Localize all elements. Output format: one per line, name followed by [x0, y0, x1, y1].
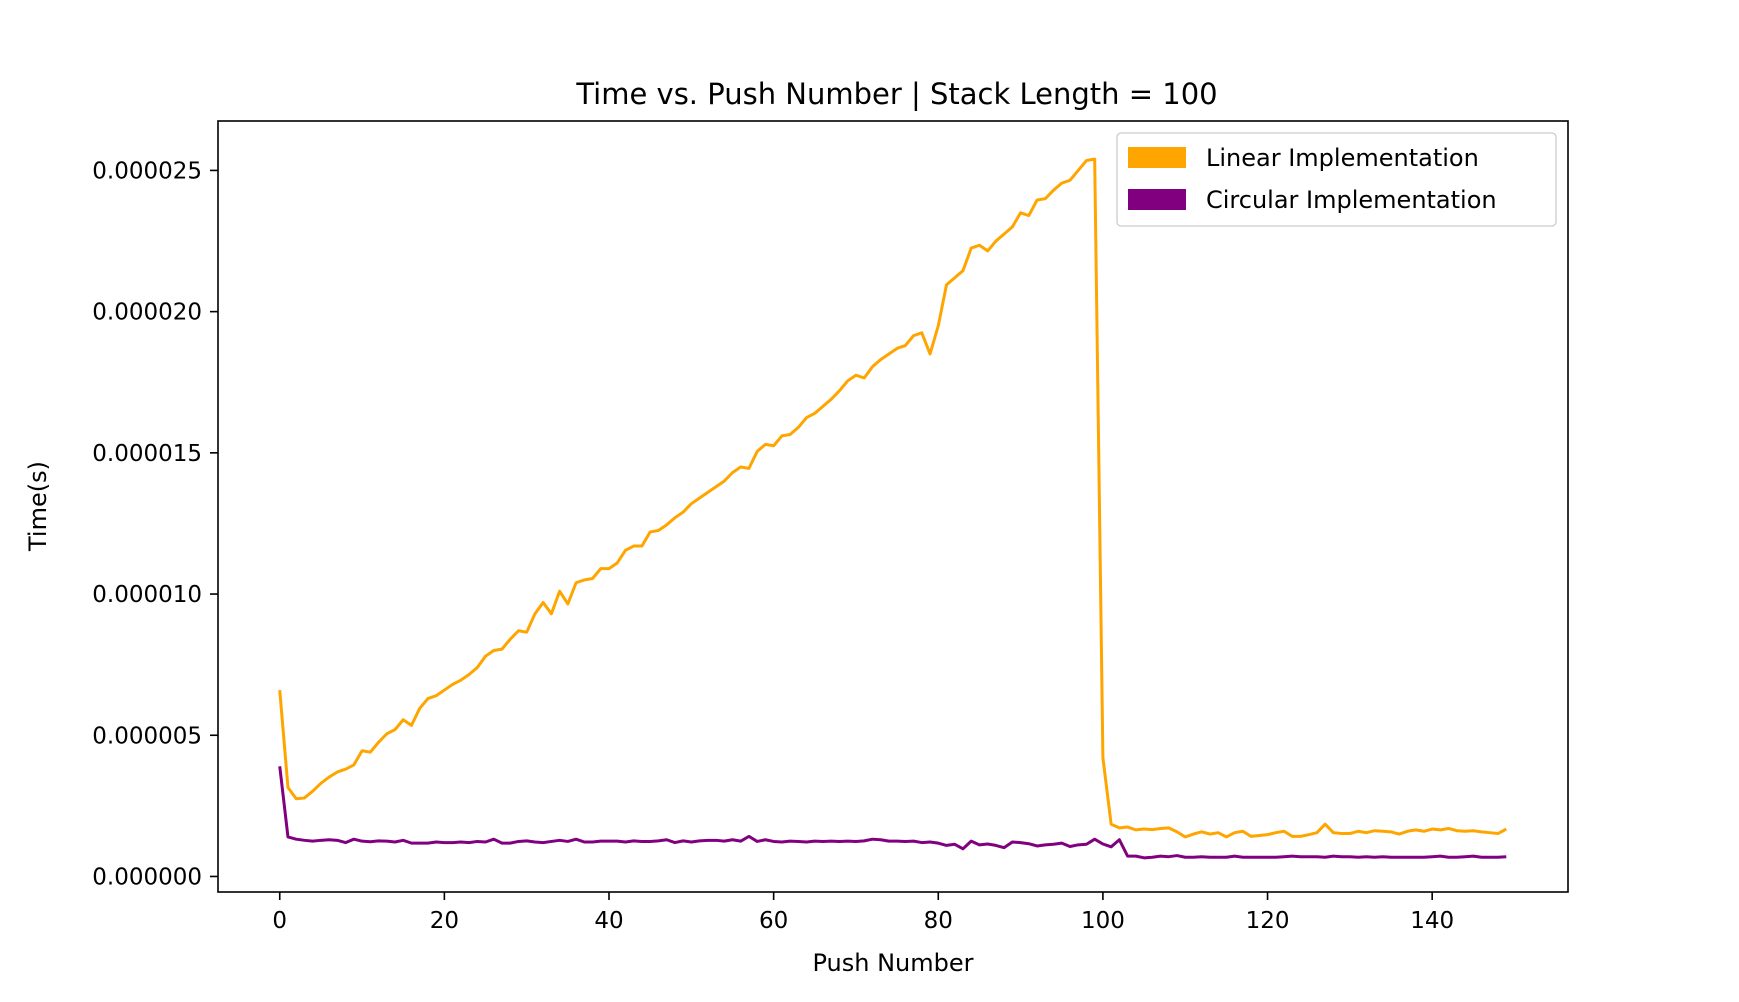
y-axis-label: Time(s)	[24, 461, 52, 552]
x-tick-label: 0	[272, 908, 287, 934]
series-line-circular	[278, 766, 1507, 860]
x-axis-ticks: 0 20 40 60 80 100 120 140	[272, 892, 1454, 934]
x-tick-label: 40	[594, 908, 623, 934]
legend-label-circular: Circular Implementation	[1206, 186, 1497, 214]
y-tick-label: 0.000005	[92, 723, 202, 749]
y-axis-ticks: 0.000000 0.000005 0.000010 0.000015 0.000020…	[92, 158, 218, 890]
x-tick-label: 140	[1410, 908, 1454, 934]
x-tick-label: 20	[430, 908, 459, 934]
legend-swatch-linear	[1128, 147, 1186, 168]
legend-box	[1116, 132, 1557, 227]
legend-label-linear: Linear Implementation	[1206, 144, 1479, 172]
y-tick-label: 0.000015	[92, 441, 202, 467]
x-axis-label: Push Number	[812, 949, 973, 977]
axes-frame	[217, 120, 1569, 893]
legend-swatch-circular	[1128, 189, 1186, 210]
y-tick-label: 0.000025	[92, 158, 202, 184]
legend: Linear Implementation Circular Implement…	[1116, 132, 1557, 227]
x-tick-label: 60	[759, 908, 788, 934]
x-tick-label: 80	[924, 908, 953, 934]
y-tick-label: 0.000020	[92, 300, 202, 326]
plot-area	[217, 120, 1569, 893]
x-tick-label: 120	[1246, 908, 1290, 934]
x-tick-label: 100	[1081, 908, 1125, 934]
chart-title: Time vs. Push Number | Stack Length = 10…	[575, 77, 1217, 111]
y-tick-label: 0.000000	[92, 864, 202, 890]
series-line-linear	[278, 157, 1507, 839]
series-layer	[278, 157, 1507, 860]
y-tick-label: 0.000010	[92, 582, 202, 608]
